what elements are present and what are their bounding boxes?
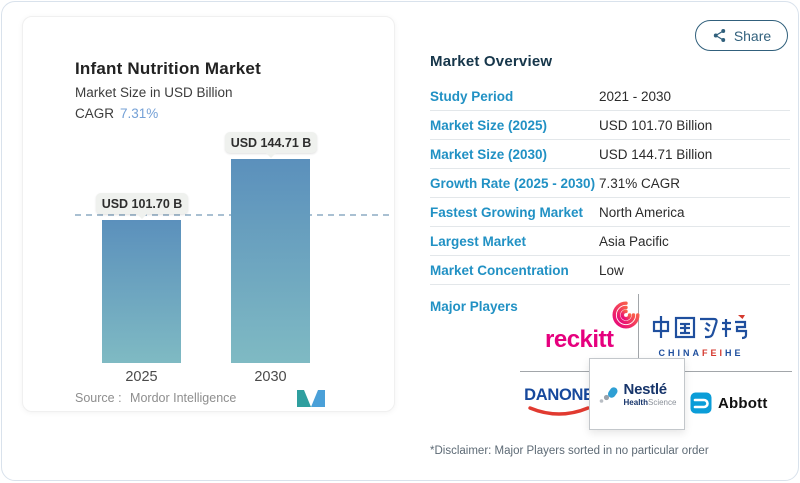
nestle-healthscience-logo: Nestlé HealthScience xyxy=(589,358,685,430)
source-attribution: Source : Mordor Intelligence xyxy=(75,391,345,405)
table-row: Fastest Growing Market North America xyxy=(430,198,790,227)
nestle-wordmark: Nestlé xyxy=(623,380,668,398)
table-row: Growth Rate (2025 - 2030) 7.31% CAGR xyxy=(430,169,790,198)
nestle-sub-science: Science xyxy=(647,397,677,407)
disclaimer-text: *Disclaimer: Major Players sorted in no … xyxy=(430,445,709,457)
x-axis-label-2025: 2025 xyxy=(125,369,158,385)
tooltip-pointer xyxy=(266,153,276,158)
row-value: 2021 - 2030 xyxy=(599,89,672,104)
reckitt-swirl-icon xyxy=(612,301,640,329)
share-button[interactable]: Share xyxy=(695,20,788,51)
reckitt-logo: reckitt xyxy=(545,301,640,356)
feihe-latin-china: CHINA xyxy=(658,348,702,358)
row-label: Fastest Growing Market xyxy=(430,204,584,220)
china-feihe-latin-wordmark: CHINAFEIHE xyxy=(650,348,752,358)
cagr-value: 7.31% xyxy=(120,106,159,121)
bar-value-label-2025: USD 101.70 B xyxy=(101,196,183,211)
table-row: Market Size (2025) USD 101.70 Billion xyxy=(430,111,790,140)
row-label: Study Period xyxy=(430,89,514,104)
overview-heading: Market Overview xyxy=(430,53,553,70)
danone-logo: DANONE xyxy=(522,386,596,423)
bar-value-label-2030: USD 144.71 B xyxy=(230,135,312,150)
abbott-wordmark: Abbott xyxy=(718,394,768,412)
feihe-latin-he: HE xyxy=(725,348,744,358)
row-label: Market Size (2030) xyxy=(430,146,548,162)
row-label: Largest Market xyxy=(430,233,527,249)
bar-2025[interactable] xyxy=(102,220,181,363)
source-value: Mordor Intelligence xyxy=(130,391,237,405)
row-value: USD 101.70 Billion xyxy=(599,117,713,133)
china-feihe-logo: CHINAFEIHE xyxy=(650,314,752,358)
abbott-a-icon xyxy=(690,392,712,414)
feihe-latin-fei: FEI xyxy=(701,348,725,358)
chart-panel: Infant Nutrition Market Market Size in U… xyxy=(22,16,395,412)
row-value: Low xyxy=(599,262,624,278)
chart-cagr: CAGR 7.31% xyxy=(75,106,158,121)
overview-table: Study Period 2021 - 2030 Market Size (20… xyxy=(430,82,790,285)
abbott-logo: Abbott xyxy=(690,392,768,414)
bar-2030[interactable] xyxy=(231,159,310,363)
cagr-label: CAGR xyxy=(75,106,115,121)
row-label: Growth Rate (2025 - 2030) xyxy=(430,175,596,191)
share-icon xyxy=(713,29,726,42)
nestle-text: Nestlé HealthScience xyxy=(624,382,677,407)
major-players-label: Major Players xyxy=(430,299,518,314)
row-value: USD 144.71 Billion xyxy=(599,146,713,162)
table-row: Study Period 2021 - 2030 xyxy=(430,82,790,111)
row-value: 7.31% CAGR xyxy=(599,175,681,191)
mordor-intelligence-logo-icon xyxy=(297,390,325,407)
chart-title: Infant Nutrition Market xyxy=(75,59,261,78)
nestle-sub-health: Health xyxy=(623,397,648,407)
row-label: Market Size (2025) xyxy=(430,117,548,133)
chart-subtitle: Market Size in USD Billion xyxy=(75,85,233,100)
bar-value-tooltip-2025: USD 101.70 B xyxy=(96,193,188,219)
danone-wordmark: DANONE xyxy=(524,386,594,404)
row-value: Asia Pacific xyxy=(599,233,669,249)
x-axis-label-2030: 2030 xyxy=(254,369,287,385)
china-feihe-hanzi-icon xyxy=(652,315,748,340)
nestle-subbrand: HealthScience xyxy=(623,397,677,407)
reckitt-wordmark: reckitt xyxy=(545,326,614,353)
players-grid-vertical-divider xyxy=(638,294,639,371)
source-label: Source : xyxy=(75,391,122,405)
row-value: North America xyxy=(599,204,685,220)
danone-smile-icon xyxy=(528,406,590,416)
table-row: Market Size (2030) USD 144.71 Billion xyxy=(430,140,790,169)
table-row: Largest Market Asia Pacific xyxy=(430,227,790,256)
row-label: Market Concentration xyxy=(430,262,569,278)
tooltip-pointer xyxy=(137,214,147,219)
table-row: Market Concentration Low xyxy=(430,256,790,285)
nestle-molecule-icon xyxy=(599,387,618,403)
bar-value-tooltip-2030: USD 144.71 B xyxy=(225,132,317,158)
share-button-label: Share xyxy=(733,27,772,44)
